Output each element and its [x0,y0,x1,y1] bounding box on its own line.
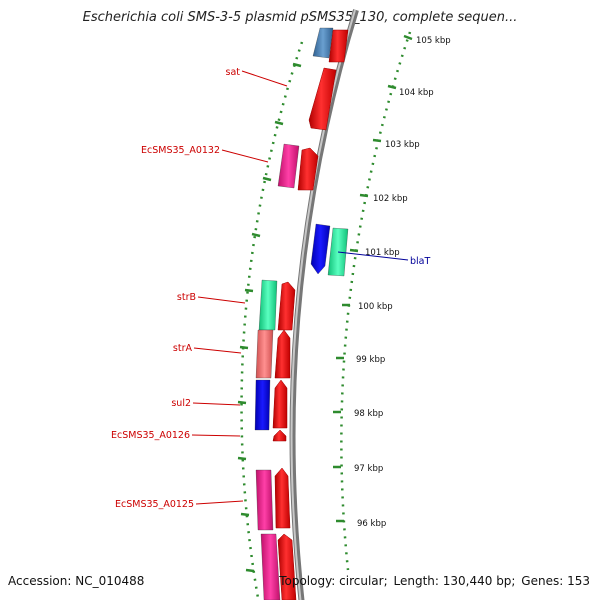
tick-label: 102 kbp [373,194,408,204]
gene-label-ecsms35-a0132[interactable]: EcSMS35_A0132 [141,145,220,156]
gene-box-blat[interactable] [310,223,331,275]
gene-box-steelblue[interactable] [312,27,334,59]
leader-line-blat [337,251,409,261]
genes-label: Genes: [521,574,564,588]
leader-line-stra [193,347,242,354]
gene-label-blat[interactable]: blaT [410,256,430,267]
cds-arrow[interactable] [277,281,296,331]
map-title: Escherichia coli SMS-3-5 plasmid pSMS35_… [82,10,518,25]
gene-label-ecsms35-a0125[interactable]: EcSMS35_A0125 [115,499,194,510]
tick-label: 98 kbp [354,409,383,419]
gene-box-strb[interactable] [258,279,278,331]
tick-label: 96 kbp [357,519,386,529]
cds-arrow[interactable] [297,147,319,191]
gene-box-pink-bottom[interactable] [260,533,281,600]
length-value: 130,440 bp [442,574,512,588]
accession-label: Accession: [8,574,72,588]
outer-dotted-ring [340,31,412,571]
accession-info: Accession: NC_010488 [8,574,144,588]
cds-arrow[interactable] [308,67,337,131]
leader-line-strb [197,296,246,304]
gene-label-sul2[interactable]: sul2 [171,398,191,409]
tick-label: 101 kbp [365,248,400,258]
gene-labels: sat EcSMS35_A0132 strB strA sul2 EcSMS35… [111,67,430,510]
accession-value: NC_010488 [75,574,145,588]
backbone-ring [289,9,359,600]
inner-dotted-ring [240,41,304,599]
tick-label: 97 kbp [354,464,383,474]
tick-label: 99 kbp [356,355,385,365]
cds-arrow[interactable] [328,29,349,63]
cds-arrow[interactable] [277,533,297,600]
leader-line-ecsms35-a0126 [191,434,241,437]
tick-label: 105 kbp [416,36,451,46]
leader-line-sul2 [192,402,241,406]
genes-value: 153 [567,574,590,588]
gene-box-ecsms35-a0132[interactable] [277,143,300,189]
topology-label: Topology: [279,574,336,588]
leader-line-sat [241,70,288,87]
gene-label-sat[interactable]: sat [226,67,241,78]
gene-label-ecsms35-a0126[interactable]: EcSMS35_A0126 [111,430,190,441]
backbone-ring-highlight [290,9,356,600]
gene-box-stra[interactable] [255,329,274,379]
gene-box-ecsms35-a0125[interactable] [255,469,274,531]
topology-value: circular [339,574,384,588]
tick-label: 104 kbp [399,88,434,98]
cds-arrow[interactable] [272,429,287,442]
cds-arrow[interactable] [272,379,288,429]
inner-tick-marks [237,62,302,573]
leader-line-ecsms35-a0132 [221,149,269,163]
gene-leader-lines [191,70,409,505]
outer-tick-marks [333,34,413,523]
gene-box-sul2[interactable] [254,379,271,431]
sequence-summary: Topology: circular; Length: 130,440 bp; … [279,574,590,588]
tick-labels: 105 kbp 104 kbp 103 kbp 102 kbp 101 kbp … [354,36,451,529]
leader-line-ecsms35-a0125 [195,500,244,505]
length-label: Length: [393,574,439,588]
gene-features [254,27,349,600]
gene-label-strb[interactable]: strB [177,292,196,303]
gene-label-stra[interactable]: strA [173,343,193,354]
cds-features [272,29,349,600]
tick-label: 103 kbp [385,140,420,150]
tick-label: 100 kbp [358,302,393,312]
cds-arrow[interactable] [274,329,291,379]
cds-arrow[interactable] [274,467,291,529]
